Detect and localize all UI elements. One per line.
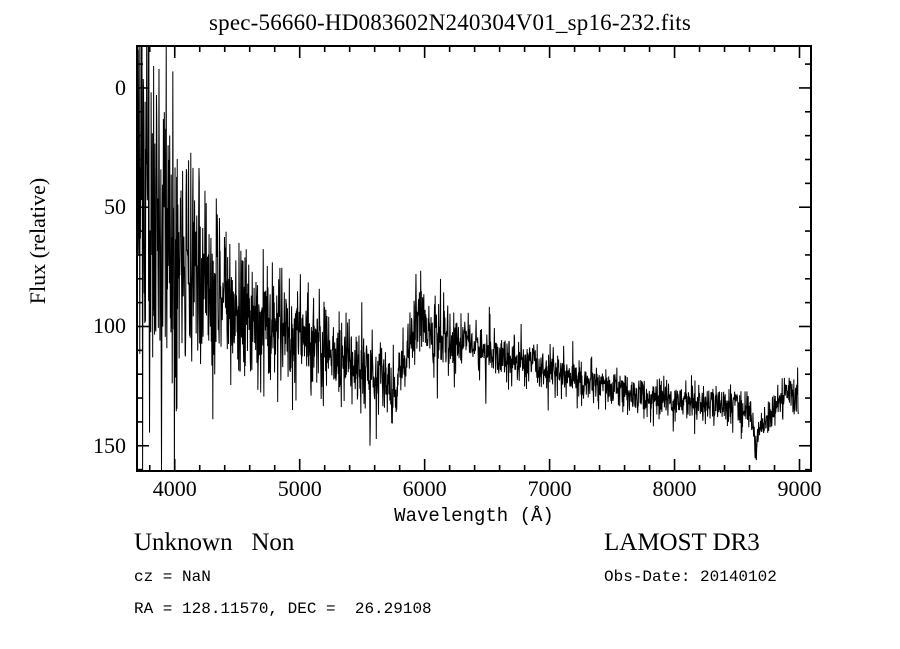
- survey-label: LAMOST DR3: [604, 529, 760, 556]
- metadata-right-column: LAMOST DR3 Obs-Date: 20140102: [604, 528, 894, 590]
- page-title: spec-56660-HD083602N240304V01_sp16-232.f…: [209, 10, 691, 35]
- x-tick-label: 5000: [277, 476, 322, 501]
- metadata-left-column: Unknown Non cz = NaN RA = 128.11570, DEC…: [134, 528, 594, 622]
- plot-frame: [136, 45, 812, 472]
- redshift-velocity-label: cz = NaN: [134, 568, 211, 586]
- spectrum-trace: [136, 45, 812, 472]
- spectrum-figure: [136, 45, 812, 472]
- x-axis-title: Wavelength (Å): [394, 505, 554, 527]
- obs-date-label: Obs-Date: 20140102: [604, 568, 777, 586]
- x-tick-label: 4000: [152, 476, 197, 501]
- y-tick-label: 150: [93, 432, 126, 458]
- y-tick-label: 50: [104, 194, 126, 220]
- metadata-footer: Unknown Non cz = NaN RA = 128.11570, DEC…: [0, 528, 900, 649]
- y-axis-tick-labels: 150 100 50 0: [58, 45, 126, 472]
- coordinates-label: RA = 128.11570, DEC = 26.29108: [134, 600, 432, 618]
- y-axis-title: Flux (relative): [25, 177, 50, 305]
- x-tick-label: 9000: [777, 476, 822, 501]
- y-tick-label: 0: [115, 74, 126, 100]
- x-tick-label: 7000: [527, 476, 572, 501]
- x-tick-label: 8000: [652, 476, 697, 501]
- x-tick-label: 6000: [402, 476, 447, 501]
- flux-trace-path: [136, 45, 799, 472]
- y-tick-label: 100: [93, 313, 126, 339]
- x-axis-tick-labels: 4000 5000 6000 7000 8000 9000: [136, 476, 822, 504]
- object-class-label: Unknown Non: [134, 529, 295, 556]
